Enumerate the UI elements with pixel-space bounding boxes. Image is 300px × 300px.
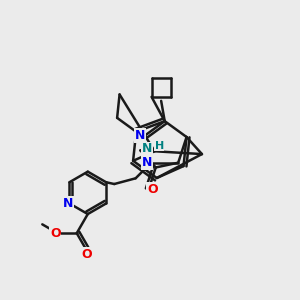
Text: O: O [81, 248, 92, 261]
Text: O: O [50, 227, 61, 240]
Text: O: O [147, 183, 158, 196]
Text: N: N [63, 197, 73, 210]
Text: N: N [142, 156, 152, 169]
Text: N: N [142, 142, 152, 155]
Text: H: H [154, 141, 164, 151]
Text: N: N [135, 129, 145, 142]
